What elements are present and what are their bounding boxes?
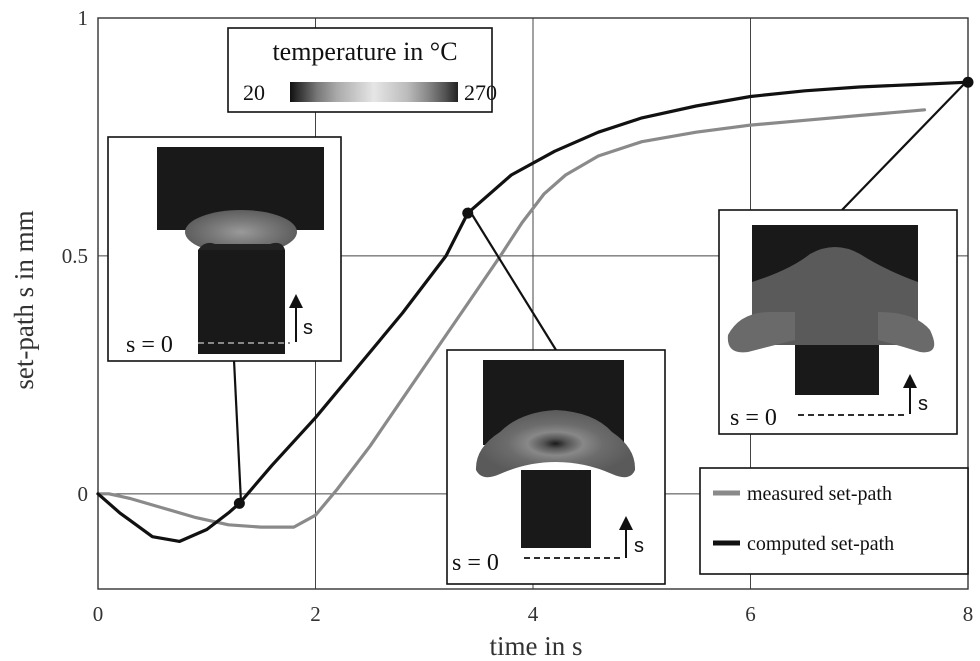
series-lines <box>96 80 970 544</box>
legend: measured set-path computed set-path <box>699 467 969 575</box>
point-markers <box>233 76 974 509</box>
connector-line-3 <box>841 79 969 211</box>
inset-1-arrowhead <box>289 294 303 308</box>
connector-line-1 <box>232 359 243 503</box>
y-tick-labels: 00.51 <box>62 6 88 506</box>
y-axis-label: set-path s in mm <box>9 210 39 389</box>
connector-line-2 <box>467 207 557 351</box>
x-tick-label: 6 <box>745 602 756 626</box>
inset-2: s = 0 s <box>446 349 666 585</box>
inset-1: s = 0 s <box>107 136 342 362</box>
inset-2-rivet-shank <box>521 470 591 548</box>
legend-label-computed: computed set-path <box>747 533 894 555</box>
colorbar-gradient <box>290 82 458 102</box>
inset-3-rivet-shank <box>795 345 879 395</box>
plot-frame <box>97 17 969 590</box>
x-tick-label: 0 <box>93 602 104 626</box>
x-tick-label: 2 <box>310 602 321 626</box>
series-line-measured <box>96 108 927 529</box>
y-tick-label: 1 <box>78 6 89 30</box>
point-marker-2 <box>462 207 474 219</box>
y-tick-label: 0 <box>78 482 89 506</box>
legend-label-measured: measured set-path <box>747 483 892 505</box>
inset-1-rivet-neck <box>198 242 285 250</box>
inset-1-rivet-shank <box>198 250 285 354</box>
inset-3: s = 0 s <box>718 209 958 435</box>
colorbar-min-label: 20 <box>243 80 265 105</box>
colorbar: temperature in °C 20 270 <box>227 27 497 113</box>
inset-connectors <box>232 79 969 503</box>
x-tick-label: 4 <box>528 602 539 626</box>
x-tick-label: 8 <box>963 602 974 626</box>
inset-2-head <box>475 410 636 478</box>
inset-3-arrowhead <box>903 374 917 388</box>
inset-1-head <box>185 210 297 254</box>
series-line-computed <box>96 80 970 544</box>
colorbar-max-label: 270 <box>464 80 497 105</box>
y-tick-label: 0.5 <box>62 244 88 268</box>
inset-1-s-label: s <box>303 317 313 339</box>
colorbar-title: temperature in °C <box>272 37 457 66</box>
inset-1-zero-label: s = 0 <box>126 332 173 358</box>
inset-2-zero-label: s = 0 <box>452 550 499 576</box>
point-marker-3 <box>962 76 974 88</box>
inset-2-s-label: s <box>634 535 644 557</box>
legend-box <box>699 467 969 575</box>
inset-3-s-label: s <box>918 393 928 415</box>
inset-3-right-flange <box>878 312 935 353</box>
point-marker-1 <box>233 497 245 509</box>
x-tick-labels: 0 2 4 6 8 <box>93 602 974 626</box>
inset-2-arrowhead <box>619 516 633 530</box>
x-axis-label: time in s <box>490 631 583 661</box>
inset-3-zero-label: s = 0 <box>730 405 777 431</box>
inset-3-left-flange <box>727 312 795 353</box>
